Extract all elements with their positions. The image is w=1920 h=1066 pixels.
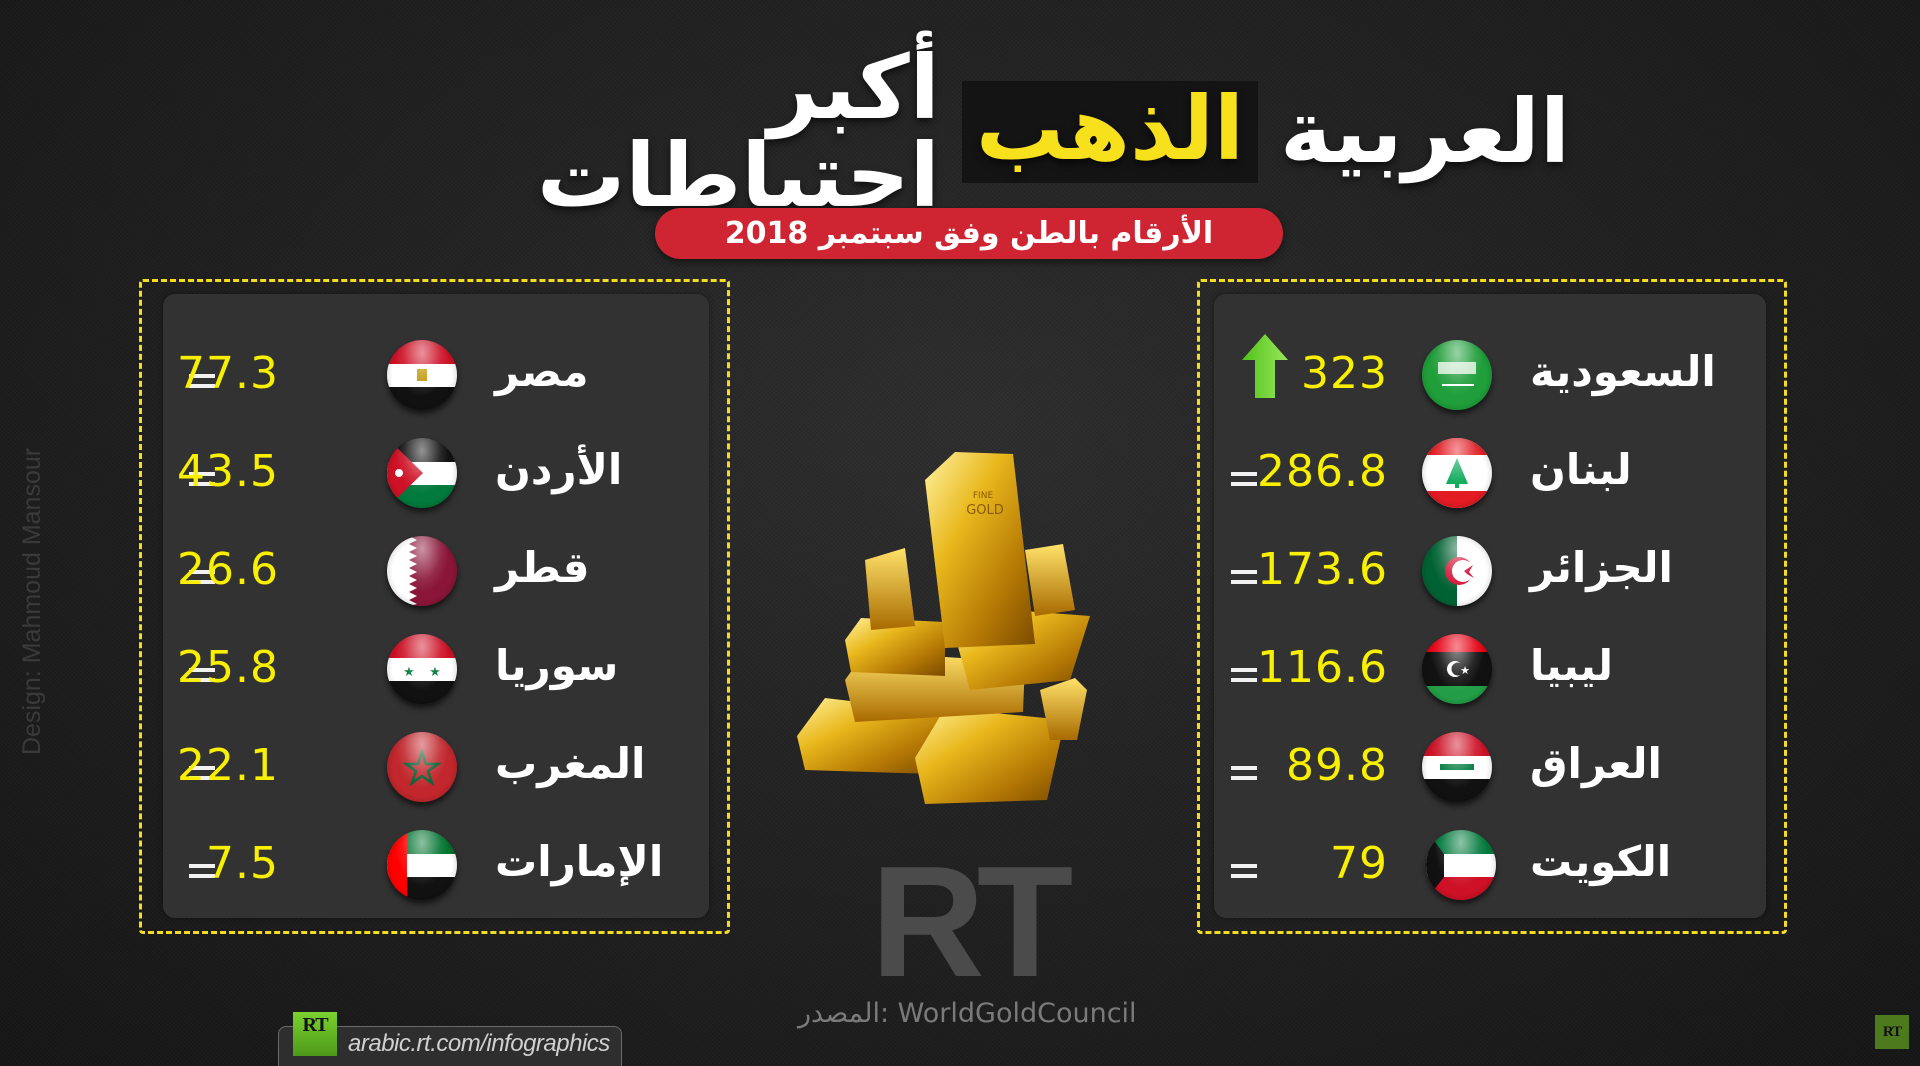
country-name: الأردن [495,445,623,494]
list-item: 26.6 قطر [163,530,709,610]
libya-flag-icon: ★ [1422,634,1492,704]
country-name: ليبيا [1530,641,1613,690]
rt-logo: RT [293,1012,337,1056]
equals-icon [1231,668,1257,682]
list-item: 323 السعودية [1214,334,1766,414]
subtitle-pill: الأرقام بالطن وفق سبتمبر 2018 [655,208,1283,259]
country-name: العراق [1530,739,1662,788]
equals-icon [189,570,215,584]
iraq-flag-icon [1422,732,1492,802]
gold-bars-icon: FINE GOLD [797,452,1090,804]
list-item: 89.8 العراق [1214,726,1766,806]
title-part-1: أكبر احتياطات [536,36,941,227]
country-name: سوريا [495,641,619,690]
country-name: لبنان [1530,445,1632,494]
reserve-value: 173.6 [1257,544,1388,595]
reserve-value: 286.8 [1257,446,1388,497]
list-item: 22.1 المغرب [163,726,709,806]
country-name: الإمارات [495,837,664,886]
arrow-up-icon [1242,334,1288,398]
equals-icon [189,374,215,388]
reserve-value: 79 [1330,838,1388,889]
country-name: مصر [495,347,589,396]
list-item: 43.5 الأردن [163,432,709,512]
reserve-value: 25.8 [177,642,279,693]
country-name: الجزائر [1530,543,1673,592]
list-item: 286.8 لبنان [1214,432,1766,512]
saudi-flag-icon [1422,340,1492,410]
jordan-flag-icon [387,438,457,508]
morocco-flag-icon [387,732,457,802]
country-name: المغرب [495,739,646,788]
qatar-flag-icon [387,536,457,606]
reserve-value: 323 [1301,348,1388,399]
left-panel: 77.3 مصر 43.5 الأردن 26.6 قطر 25.8 ★ ★ سو… [163,294,709,918]
svg-text:GOLD: GOLD [966,503,1004,518]
list-item: 79 الكويت [1214,824,1766,904]
equals-icon [189,472,215,486]
reserve-value: 26.6 [177,544,279,595]
designer-credit: Design: Mahmoud Mansour [18,447,46,755]
list-item: 77.3 مصر [163,334,709,414]
reserve-value: 116.6 [1257,642,1388,693]
syria-flag-icon: ★ ★ [387,634,457,704]
left-panel-border [139,279,730,934]
equals-icon [1231,864,1257,878]
reserve-value: 43.5 [177,446,279,497]
reserve-value: 89.8 [1286,740,1388,791]
country-name: الكويت [1530,837,1672,886]
egypt-flag-icon [387,340,457,410]
reserve-value: 77.3 [177,348,279,399]
svg-text:FINE: FINE [973,491,994,501]
lebanon-flag-icon [1422,438,1492,508]
title-part-2: العربية [1280,80,1571,183]
svg-text:★: ★ [1460,664,1470,677]
svg-text:★: ★ [429,665,441,680]
svg-text:★: ★ [403,665,415,680]
equals-icon [1231,472,1257,486]
infographics-link[interactable]: arabic.rt.com/infographics [348,1030,610,1057]
country-name: السعودية [1530,347,1716,396]
title-highlight: الذهب [961,81,1259,183]
equals-icon [1231,766,1257,780]
right-panel: 323 السعودية 286.8 لبنان 173.6 الجزائر 1… [1214,294,1766,918]
algeria-flag-icon [1422,536,1492,606]
equals-icon [189,766,215,780]
rt-watermark: RT [870,834,1074,1010]
list-item: 25.8 ★ ★ سوريا [163,628,709,708]
page-title: أكبر احتياطات الذهب العربية [345,44,1571,220]
uae-flag-icon [387,830,457,900]
list-item: 116.6 ★ ليبيا [1214,628,1766,708]
right-panel-border [1197,279,1787,934]
equals-icon [189,864,215,878]
source-text: المصدر: WorldGoldCouncil [798,998,1137,1029]
reserve-value: 7.5 [206,838,279,889]
list-item: 7.5 الإمارات [163,824,709,904]
subtitle-text: الأرقام بالطن وفق سبتمبر 2018 [724,216,1214,251]
kuwait-flag-icon [1426,830,1496,900]
country-name: قطر [495,543,590,592]
rt-corner-logo: RT [1875,1015,1909,1049]
list-item: 173.6 الجزائر [1214,530,1766,610]
reserve-value: 22.1 [177,740,279,791]
equals-icon [189,668,215,682]
equals-icon [1231,570,1257,584]
